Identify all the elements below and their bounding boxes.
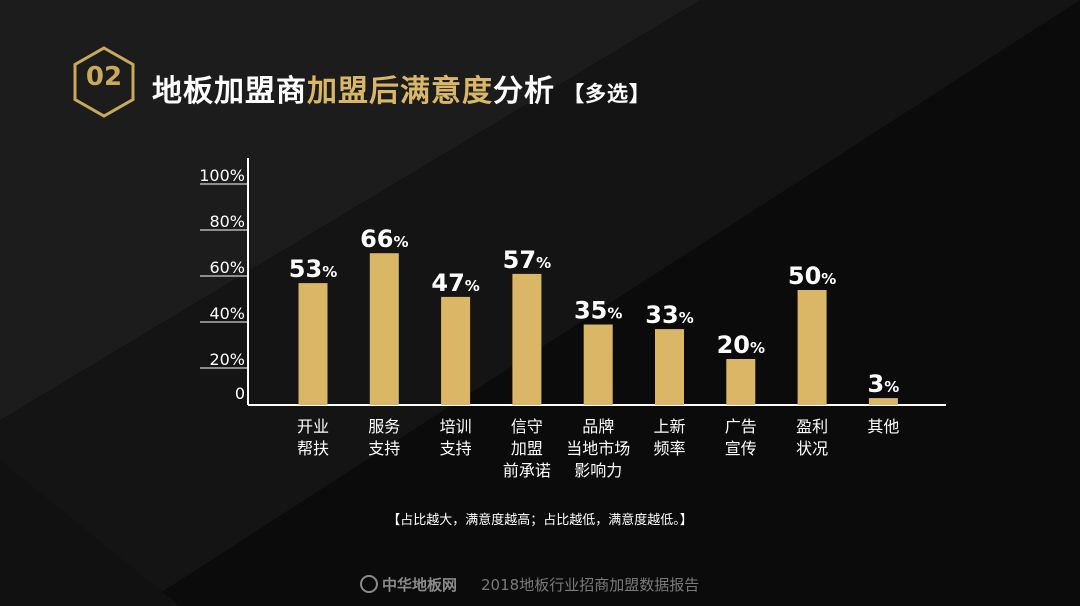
x-category-label: 状况	[796, 439, 828, 458]
x-category-label: 前承诺	[503, 461, 551, 480]
logo-icon	[360, 575, 378, 593]
bar	[726, 359, 756, 405]
section-number-badge	[73, 46, 135, 118]
bar-value-label: 20%	[717, 331, 765, 359]
bar	[298, 283, 328, 405]
bar	[512, 273, 542, 405]
page-title: 地板加盟商加盟后满意度分析 【多选】	[152, 66, 651, 110]
x-category-label: 影响力	[574, 461, 622, 480]
chart-note: 【占比越大，满意度越高；占比越低，满意度越低。】	[387, 513, 693, 528]
bar-value-label: 47%	[431, 269, 479, 297]
x-category-label: 盈利	[796, 417, 828, 436]
x-category-label: 培训	[440, 417, 472, 436]
title-part-1: 地板加盟商	[152, 74, 307, 109]
bar-value-label: 66%	[360, 225, 408, 253]
x-category-label: 支持	[368, 439, 400, 458]
x-category-label: 品牌	[582, 417, 614, 436]
y-tick-label: 80%	[209, 212, 245, 231]
x-category-label: 信守	[511, 417, 543, 436]
title-tag: 【多选】	[563, 82, 651, 106]
bar	[655, 329, 684, 405]
x-category-label: 帮扶	[297, 439, 329, 458]
x-category-label: 当地市场	[566, 439, 630, 458]
bar	[797, 290, 827, 405]
bar-value-label: 35%	[574, 297, 622, 325]
bar-value-label: 33%	[645, 301, 693, 329]
y-tick-label: 40%	[209, 304, 245, 323]
footer-logo-text: 中华地板网	[382, 576, 458, 594]
x-category-label: 上新	[653, 417, 685, 436]
y-tick-label: 100%	[199, 166, 245, 185]
x-category-label: 服务	[368, 417, 400, 436]
title-part-2: 分析	[493, 74, 555, 109]
bar	[441, 296, 471, 405]
section-number: 02	[85, 62, 123, 92]
bar-value-label: 57%	[503, 246, 551, 274]
x-category-label: 频率	[653, 439, 685, 458]
footer-logo: 中华地板网	[360, 575, 458, 594]
x-category-label: 加盟	[511, 439, 543, 458]
x-category-label: 其他	[867, 417, 899, 436]
y-tick-label: 0	[235, 384, 245, 403]
bar-value-label: 50%	[788, 262, 836, 290]
x-category-label: 宣传	[725, 439, 757, 458]
bar-value-label: 53%	[289, 255, 337, 283]
bar	[583, 324, 613, 405]
bar	[868, 398, 898, 405]
bar-value-label: 3%	[868, 370, 900, 398]
footer: 中华地板网 2018地板行业招商加盟数据报告	[360, 574, 699, 595]
bar	[369, 253, 399, 405]
title-highlight: 加盟后满意度	[307, 74, 493, 109]
x-category-label: 开业	[297, 417, 329, 436]
footer-report-title: 2018地板行业招商加盟数据报告	[481, 576, 700, 594]
x-category-label: 广告	[725, 417, 757, 436]
y-tick-label: 20%	[209, 350, 245, 369]
x-category-label: 支持	[440, 439, 472, 458]
y-tick-label: 60%	[209, 258, 245, 277]
